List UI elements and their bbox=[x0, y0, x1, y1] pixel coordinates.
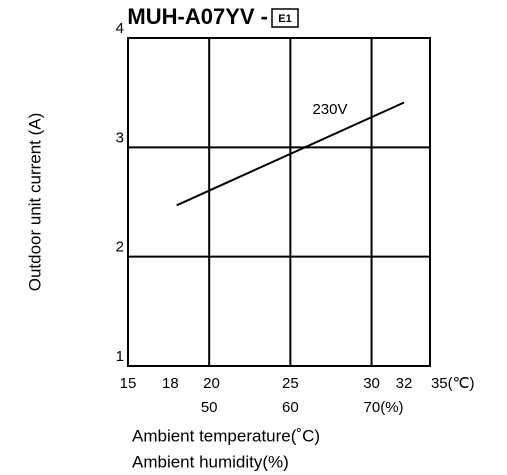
y-tick-label: 1 bbox=[116, 348, 124, 365]
x2-tick-label: 60 bbox=[282, 399, 299, 416]
x-tick-label: 32 bbox=[396, 375, 413, 392]
x-tick-label: 18 bbox=[162, 375, 179, 392]
x-tick-label: 30 bbox=[363, 375, 380, 392]
x-axis-label: Ambient temperature(˚C) bbox=[132, 426, 320, 445]
series-label: 230V bbox=[312, 101, 347, 118]
line-series bbox=[176, 101, 405, 207]
x-tick-label: 20 bbox=[203, 375, 220, 392]
x2-tick-label: 50 bbox=[201, 399, 218, 416]
x-tick-label: 35(℃) bbox=[431, 375, 475, 392]
chart-title: MUH-A07YV - bbox=[127, 4, 268, 29]
y-tick-label: 2 bbox=[116, 239, 124, 256]
plot-border bbox=[127, 37, 431, 367]
x-tick-label: 25 bbox=[282, 375, 299, 392]
y-tick-label: 3 bbox=[116, 129, 124, 146]
badge-box bbox=[271, 8, 299, 28]
x-tick-label: 15 bbox=[120, 375, 137, 392]
x2-tick-label: 70(%) bbox=[364, 399, 404, 416]
y-tick-label: 4 bbox=[116, 20, 124, 37]
x2-axis-label: Ambient humidity(%) bbox=[132, 452, 289, 471]
y-axis-label: Outdoor unit current (A) bbox=[25, 113, 44, 292]
title-badge: E1 bbox=[278, 13, 291, 25]
